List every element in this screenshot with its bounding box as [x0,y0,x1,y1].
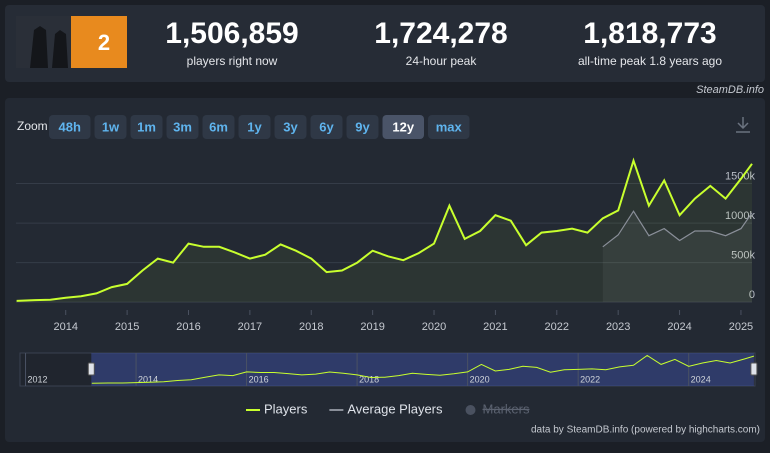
zoom-button-label: 6m [209,119,228,134]
x-tick-label: 2020 [422,321,446,333]
y-tick-label: 500k [731,249,755,261]
x-tick-label: 2021 [483,321,507,333]
credit: data by SteamDB.info (powered by highcha… [531,425,760,436]
zoom-button-bg [382,115,424,139]
stat-value: 1,818,773 [583,17,716,50]
zoom-button-label: 1w [102,119,120,134]
zoom-button-label: 1m [137,119,156,134]
x-tick-label: 2017 [238,321,262,333]
svg-text:2: 2 [98,30,110,55]
zoom-button-label: 1y [247,119,262,134]
legend: Players Average Players Markers [246,401,530,416]
zoom-button-label: 48h [59,119,81,134]
zoom-button[interactable]: max [428,115,470,139]
zoom-button-bg [202,115,235,139]
zoom-button-label: 9y [355,119,370,134]
zoom-button-label: 3y [283,119,298,134]
navigator-handle[interactable] [87,362,95,376]
zoom-button[interactable]: 6y [310,115,343,139]
zoom-button-bg [49,115,91,139]
zoom-button-label: 6y [319,119,334,134]
source: SteamDB.info [696,84,764,96]
zoom-button-bg [310,115,343,139]
zoom-button[interactable]: 3m [166,115,199,139]
zoom-button-label: 12y [392,119,414,134]
zoom-button[interactable]: 6m [202,115,235,139]
zoom-buttons: 48h 1w 1m 3m 6m 1y 3y 6y 9y 12y max [49,115,470,139]
zoom-button-bg [94,115,127,139]
legend-label[interactable]: Players [264,401,308,416]
game-logo: 2 [16,16,127,68]
zoom-button-bg [346,115,379,139]
x-tick-label: 2019 [360,321,384,333]
zoom-button[interactable]: 1m [130,115,163,139]
navigator-selection [91,353,754,386]
x-tick-label: 2018 [299,321,323,333]
area-fill [16,160,753,303]
zoom-button[interactable]: 12y [382,115,425,139]
zoom-button[interactable]: 9y [346,115,379,139]
navigator-tick-label: 2022 [580,374,600,384]
navigator-handle[interactable] [750,362,758,376]
navigator-series: 2012 2014 2016 2018 2020 2022 2024 [25,353,758,386]
zoom-button[interactable]: 1w [94,115,127,139]
stat-value: 1,724,278 [374,17,507,50]
navigator-tick-label: 2012 [28,374,48,384]
x-tick-label: 2015 [115,321,139,333]
zoom-button[interactable]: 48h [49,115,91,139]
stat-label: all-time peak 1.8 years ago [578,54,722,68]
legend-swatch [465,405,476,415]
legend-label[interactable]: Markers [483,401,530,416]
stat-value: 1,506,859 [165,17,298,50]
navigator-tick-label: 2020 [470,374,490,384]
stat-label: 24-hour peak [406,54,478,68]
navigator-tick-label: 2016 [249,374,269,384]
y-tick-label: 1500k [725,170,755,182]
navigator-tick-label: 2018 [359,374,379,384]
zoom-button-bg [130,115,163,139]
legend-label[interactable]: Average Players [347,401,443,416]
zoom-button-bg [274,115,307,139]
x-tick-label: 2022 [545,321,569,333]
zoom-label: Zoom [17,119,48,133]
zoom-button-bg [238,115,271,139]
navigator-tick-label: 2014 [138,374,158,384]
y-tick-label: 0 [749,289,755,301]
x-tick-label: 2023 [606,321,630,333]
x-tick-label: 2024 [667,321,691,333]
x-tick-label: 2014 [53,321,77,333]
series-line [602,210,753,248]
x-tick-label: 2016 [176,321,200,333]
download-icon[interactable] [736,117,750,133]
zoom-button-label: 3m [173,119,192,134]
stat-label: players right now [187,54,278,68]
zoom-button-label: max [436,119,463,134]
zoom-button[interactable]: 1y [238,115,271,139]
zoom-button-bg [428,115,470,139]
x-tick-label: 2025 [729,321,753,333]
area-fill [602,211,752,303]
zoom-button-bg [166,115,199,139]
stats-card [5,5,765,82]
series-line [16,157,753,302]
zoom-button[interactable]: 3y [274,115,307,139]
navigator-line [91,354,755,384]
navigator-tick-label: 2024 [691,374,711,384]
